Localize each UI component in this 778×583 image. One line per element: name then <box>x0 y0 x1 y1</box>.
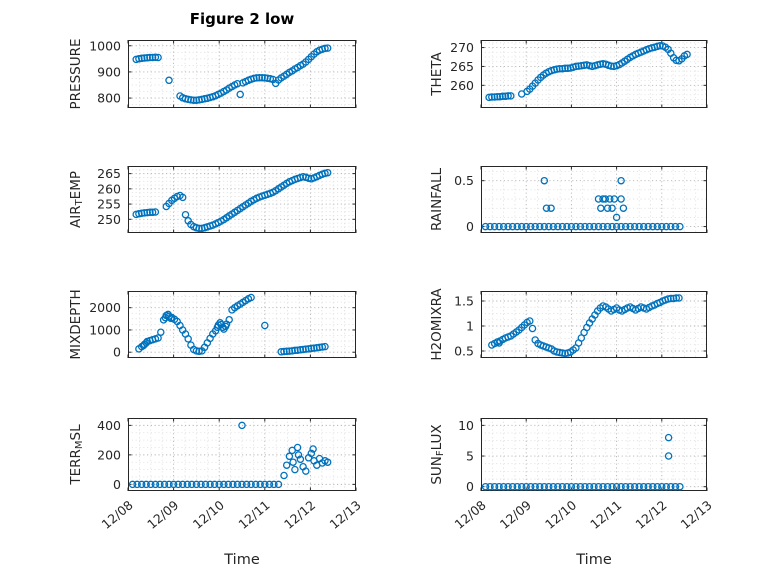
x-tick-label: 12/10 <box>190 497 227 532</box>
y-tick-label: 900 <box>97 64 121 79</box>
x-axis-label-left: Time <box>224 552 260 568</box>
data-points <box>135 293 329 356</box>
subplot-air-temp: 250 255 260 265 AIRTEMP <box>68 166 357 233</box>
x-tick-label: 12/09 <box>497 497 534 532</box>
y-tick-label: 265 <box>450 59 474 74</box>
data-points <box>481 433 684 491</box>
sun-flux-scatter-chart: 0 5 10 12/08 12/09 12/10 12/11 12/12 12/13 SUNFLU… <box>429 418 715 532</box>
mixdepth-scatter-chart: 0 1000 2000 MIXDEPTH <box>68 289 357 360</box>
y-tick-label: 265 <box>97 166 121 181</box>
y-tick-label: 260 <box>450 78 474 93</box>
x-tick-label: 12/13 <box>327 497 364 532</box>
x-axis-label-right: Time <box>576 552 612 568</box>
x-tick-label: 12/12 <box>632 497 669 532</box>
x-tick-label: 12/08 <box>99 497 136 532</box>
y-tick-label: 0.5 <box>454 173 474 188</box>
y-tick-label: 1000 <box>89 38 121 53</box>
y-axis-label: MIXDEPTH <box>68 289 84 359</box>
y-axis-label: PRESSURE <box>68 39 84 110</box>
y-tick-label: 200 <box>97 447 121 462</box>
subplot-h2omixra: 0.5 1 1.5 H2OMIXRA <box>429 288 708 361</box>
y-tick-label: 5 <box>466 449 474 464</box>
pressure-scatter-chart: 800 900 1000 PRESSURE <box>68 38 357 109</box>
subplot-terr-msl: 0 200 400 12/08 12/09 12/10 12/11 12/12 12/13 TER… <box>68 418 364 532</box>
subplot-sun-flux: 0 5 10 12/08 12/09 12/10 12/11 12/12 12/13 SUNFLU… <box>429 418 715 532</box>
subplot-rainfall: 0 0.5 RAINFALL <box>429 166 708 234</box>
data-points <box>132 168 332 233</box>
subplot-mixdepth: 0 1000 2000 MIXDEPTH <box>68 289 357 360</box>
y-tick-label: 400 <box>97 418 121 433</box>
x-tick-label: 12/12 <box>281 497 318 532</box>
x-tick-label: 12/11 <box>235 497 272 532</box>
data-points <box>488 294 683 358</box>
y-tick-label: 0 <box>466 479 474 494</box>
y-axis-label: SUNFLUX <box>429 424 446 484</box>
y-tick-label: 1000 <box>89 322 121 337</box>
y-tick-label: 0.5 <box>454 344 474 359</box>
data-points <box>128 421 332 489</box>
terr-msl-scatter-chart: 0 200 400 12/08 12/09 12/10 12/11 12/12 12/13 TER… <box>68 418 364 532</box>
y-tick-label: 10 <box>458 418 474 433</box>
y-tick-label: 0 <box>113 477 121 492</box>
y-tick-label: 1 <box>466 319 474 334</box>
y-axis-label: AIRTEMP <box>68 171 85 228</box>
theta-scatter-chart: 260 265 270 THETA <box>429 40 708 108</box>
y-axis-label: H2OMIXRA <box>429 288 445 361</box>
y-tick-label: 800 <box>97 91 121 106</box>
y-tick-label: 260 <box>97 181 121 196</box>
x-tick-label: 12/10 <box>542 497 579 532</box>
x-tick-label: 12/11 <box>587 497 624 532</box>
data-points <box>132 44 332 104</box>
figure-title: Figure 2 low <box>189 10 295 28</box>
subplot-theta: 260 265 270 THETA <box>429 40 708 108</box>
y-axis-label: THETA <box>429 52 445 97</box>
subplot-pressure: 800 900 1000 PRESSURE <box>68 38 357 109</box>
h2omixra-scatter-chart: 0.5 1 1.5 H2OMIXRA <box>429 288 708 361</box>
x-tick-label: 12/09 <box>144 497 181 532</box>
y-tick-label: 2000 <box>89 300 121 315</box>
y-axis-label: TERRMSL <box>68 424 85 486</box>
x-tick-label: 12/08 <box>452 497 489 532</box>
data-points <box>485 41 691 102</box>
y-tick-label: 1.5 <box>454 294 474 309</box>
rainfall-scatter-chart: 0 0.5 RAINFALL <box>429 166 708 234</box>
y-tick-label: 250 <box>97 212 121 227</box>
y-axis-label: RAINFALL <box>429 168 445 231</box>
y-tick-label: 0 <box>466 219 474 234</box>
y-tick-label: 270 <box>450 40 474 55</box>
y-tick-label: 255 <box>97 197 121 212</box>
x-tick-label: 12/13 <box>678 497 715 532</box>
data-points <box>481 176 684 231</box>
y-tick-label: 0 <box>113 345 121 360</box>
